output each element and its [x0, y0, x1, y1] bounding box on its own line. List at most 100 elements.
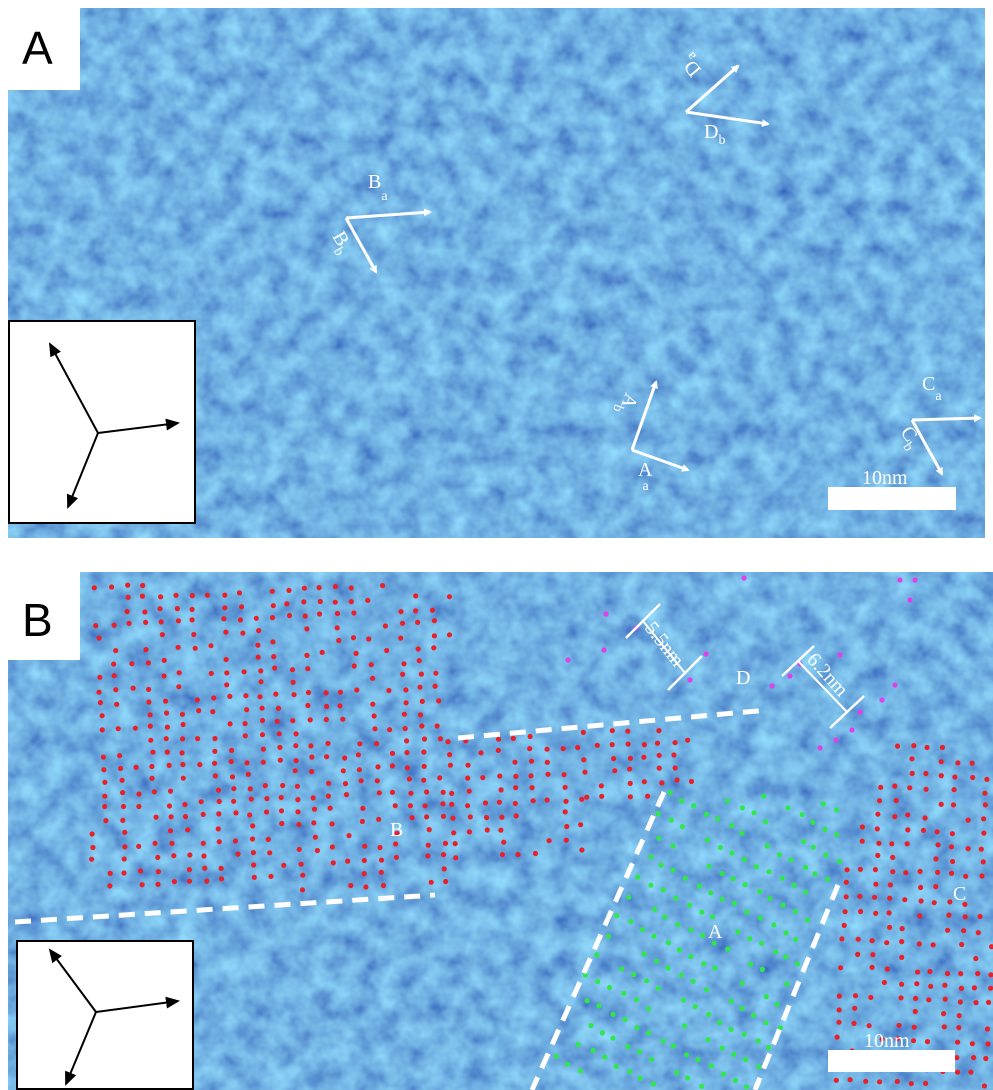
lattice-dot	[739, 980, 745, 986]
lattice-dot	[120, 790, 126, 796]
lattice-dot	[256, 628, 262, 634]
domain-boundary	[752, 884, 841, 1090]
lattice-dot	[948, 844, 955, 850]
lattice-dot	[641, 742, 648, 748]
lattice-dot	[186, 867, 192, 873]
lattice-dot	[233, 810, 239, 816]
lattice-dot	[401, 661, 407, 667]
lattice-dot	[873, 910, 879, 916]
lattice-dot	[89, 831, 95, 837]
lattice-dot	[857, 709, 863, 715]
lattice-dot	[886, 910, 892, 916]
lattice-dot	[130, 685, 136, 691]
lattice-dot	[659, 780, 665, 786]
lattice-dot	[452, 841, 458, 847]
lattice-dot	[650, 1081, 656, 1087]
lattice-dot	[810, 844, 816, 850]
lattice-dot	[855, 936, 861, 942]
lattice-dot	[345, 858, 351, 864]
lattice-dot	[599, 1030, 606, 1036]
lattice-dot	[924, 1039, 931, 1045]
lattice-dot	[897, 577, 903, 583]
lattice-dot	[362, 843, 368, 849]
vector-main: C	[922, 373, 935, 395]
lattice-dot	[258, 679, 264, 685]
lattice-dot	[124, 609, 130, 615]
lattice-dot	[857, 866, 864, 872]
lattice-dot	[251, 862, 257, 868]
lattice-dot	[262, 783, 268, 789]
lattice-dot	[619, 966, 625, 972]
lattice-dot	[122, 844, 128, 850]
lattice-dot	[192, 645, 198, 651]
lattice-dot	[296, 846, 302, 853]
lattice-dot	[799, 811, 805, 818]
lattice-dot	[701, 961, 707, 967]
lattice-dot	[164, 749, 170, 755]
lattice-dot	[413, 608, 419, 614]
lattice-dot	[255, 642, 261, 648]
lattice-dot	[440, 813, 447, 819]
vector-sub: b	[718, 133, 725, 148]
lattice-dot	[935, 842, 941, 848]
lattice-dot	[499, 814, 505, 820]
lattice-dot	[563, 798, 569, 804]
lattice-dot	[673, 895, 679, 901]
measure-line	[642, 620, 686, 674]
lattice-dot	[482, 800, 489, 806]
lattice-dot	[404, 765, 411, 771]
lattice-dot	[290, 718, 296, 724]
lattice-dot	[529, 785, 535, 791]
lattice-dot	[284, 601, 290, 607]
lattice-dot	[648, 854, 654, 860]
lattice-dot	[244, 707, 250, 713]
lattice-dot	[273, 691, 279, 697]
lattice-dot	[836, 993, 842, 999]
lattice-dot	[265, 836, 271, 843]
lattice-dot	[904, 841, 910, 847]
lattice-dot	[216, 811, 222, 817]
lattice-dot	[274, 718, 280, 724]
lattice-dot	[631, 972, 637, 978]
lattice-dot	[917, 868, 923, 875]
lattice-dot	[286, 587, 292, 594]
lattice-dot	[905, 827, 911, 833]
lattice-dot	[215, 826, 221, 832]
inset	[8, 320, 196, 524]
lattice-dot	[180, 775, 186, 781]
lattice-dot	[834, 832, 840, 838]
lattice-dot	[682, 1023, 688, 1029]
lattice-dot	[945, 927, 951, 933]
lattice-dot	[375, 764, 381, 770]
lattice-dot	[881, 979, 888, 986]
lattice-dot	[120, 803, 127, 810]
lattice-dot	[356, 767, 362, 773]
lattice-dot	[186, 878, 192, 884]
lattice-dot	[363, 884, 369, 890]
lattice-dot	[204, 878, 210, 884]
lattice-dot	[348, 599, 354, 605]
lattice-dot	[295, 797, 301, 803]
lattice-dot	[102, 793, 108, 799]
lattice-dot	[634, 997, 640, 1003]
lattice-dot	[431, 645, 437, 651]
lattice-dot	[453, 855, 459, 861]
lattice-dot	[91, 585, 97, 591]
lattice-dot	[161, 673, 167, 679]
lattice-dot	[278, 808, 285, 814]
vector-sub: a	[935, 389, 942, 404]
lattice-dot	[171, 879, 177, 885]
lattice-dot	[277, 744, 283, 751]
lattice-dot	[305, 666, 311, 672]
arrow	[344, 217, 378, 274]
lattice-dot	[731, 1051, 737, 1057]
lattice-dot	[424, 814, 430, 820]
lattice-dot	[767, 895, 773, 901]
lattice-dot	[731, 900, 738, 907]
lattice-dot	[938, 801, 944, 808]
lattice-dot	[934, 829, 940, 835]
lattice-dot	[248, 796, 254, 802]
lattice-dot	[973, 1000, 979, 1006]
lattice-dot	[158, 619, 164, 625]
lattice-dot	[704, 987, 710, 993]
